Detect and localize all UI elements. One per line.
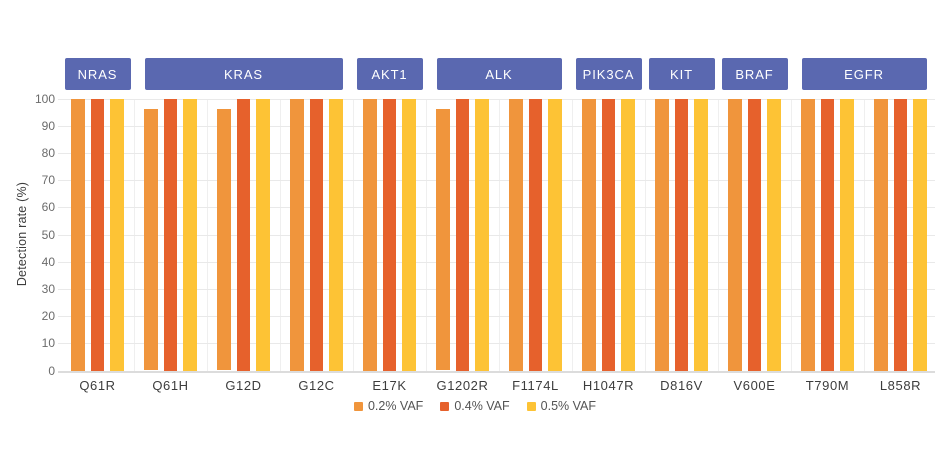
x-tick-label-q61r: Q61R [79,378,116,393]
x-tick-label-q61h: Q61H [152,378,189,393]
bar-g1202r-05vaf [475,98,489,371]
bar-q61h-02vaf [144,109,158,371]
y-tick-label: 50 [41,227,55,242]
bar-g1202r-02vaf [436,109,450,371]
gene-label-kras: KRAS [144,58,343,90]
x-tick-label-v600e: V600E [733,378,776,393]
bar-t790m-04vaf [820,98,835,371]
bar-q61h-04vaf [163,98,178,371]
y-tick-label: 60 [41,200,55,215]
bar-g12d-04vaf [236,98,251,371]
bar-l858r-04vaf [893,98,908,371]
y-tick-label: 40 [41,254,55,269]
bar-q61r-02vaf [71,98,85,371]
x-tick-label-f1174l: F1174L [512,378,559,393]
gene-label-braf: BRAF [721,58,788,90]
bar-q61r-05vaf [110,98,124,371]
gridline [58,207,935,209]
gene-label-kit: KIT [648,58,715,90]
legend-swatch-icon [440,401,450,411]
gene-label-pik3ca: PIK3CA [575,58,642,90]
gridline [58,288,935,290]
legend-label: 0.2% VAF [367,399,424,413]
bar-d816v-04vaf [674,98,689,371]
gridline [58,152,935,154]
x-tick-label-e17k: E17K [372,378,407,393]
chart-legend: 0.2% VAF 0.4% VAF 0.5% VAF [0,399,950,413]
bar-f1174l-02vaf [509,98,523,371]
gridline [58,316,935,318]
legend-label: 0.4% VAF [454,399,510,413]
x-tick-label-t790m: T790M [805,378,850,393]
bar-e17k-02vaf [363,98,377,371]
bar-g12d-05vaf [256,98,270,371]
gridline [58,180,935,182]
gridline [58,261,935,263]
y-tick-label: 30 [41,281,55,296]
gridline [58,98,935,100]
x-tick-label-g1202r: G1202R [436,378,489,393]
x-tick-label-g12d: G12D [225,378,262,393]
x-axis-line [58,370,935,373]
bar-l858r-02vaf [874,98,888,371]
bar-e17k-05vaf [402,98,416,371]
y-tick-label: 70 [41,173,55,188]
bar-g12c-02vaf [290,98,304,371]
bar-t790m-05vaf [840,98,854,371]
legend-swatch-icon [353,401,363,411]
bar-g12d-02vaf [217,109,231,371]
x-tick-label-g12c: G12C [298,378,335,393]
gene-label-nras: NRAS [64,58,131,90]
bar-g1202r-04vaf [455,98,470,371]
bar-h1047r-02vaf [582,98,596,371]
bar-v600e-05vaf [767,98,781,371]
bar-d816v-02vaf [655,98,669,371]
bar-f1174l-05vaf [548,98,562,371]
y-tick-label: 100 [34,91,55,106]
bar-f1174l-04vaf [528,98,543,371]
y-tick-label: 80 [41,145,55,160]
y-tick-label: 0 [48,363,55,378]
bar-v600e-02vaf [728,98,742,371]
y-tick-label: 20 [41,309,55,324]
bar-g12c-05vaf [329,98,343,371]
y-tick-label: 90 [41,118,55,133]
y-tick-label: 10 [41,336,55,351]
gene-label-egfr: EGFR [801,58,927,90]
legend-swatch-icon [526,401,536,411]
legend-item-04vaf: 0.4% VAF [440,399,510,413]
x-tick-label-l858r: L858R [879,378,922,393]
bar-t790m-02vaf [801,98,815,371]
bar-e17k-04vaf [382,98,397,371]
legend-label: 0.5% VAF [540,399,597,413]
legend-item-05vaf: 0.5% VAF [526,399,597,413]
bar-l858r-05vaf [913,98,927,371]
bar-h1047r-04vaf [601,98,616,371]
bar-d816v-05vaf [694,98,708,371]
bar-v600e-04vaf [747,98,762,371]
bar-h1047r-05vaf [621,98,635,371]
bar-g12c-04vaf [309,98,324,371]
x-tick-label-d816v: D816V [660,378,703,393]
gene-label-alk: ALK [436,58,562,90]
gridline [58,234,935,236]
x-tick-label-h1047r: H1047R [582,378,635,393]
gridline [58,343,935,345]
bar-q61r-04vaf [90,98,105,371]
legend-item-02vaf: 0.2% VAF [353,399,424,413]
bar-q61h-05vaf [183,98,197,371]
gene-label-akt1: AKT1 [356,58,423,90]
gridline [58,125,935,127]
